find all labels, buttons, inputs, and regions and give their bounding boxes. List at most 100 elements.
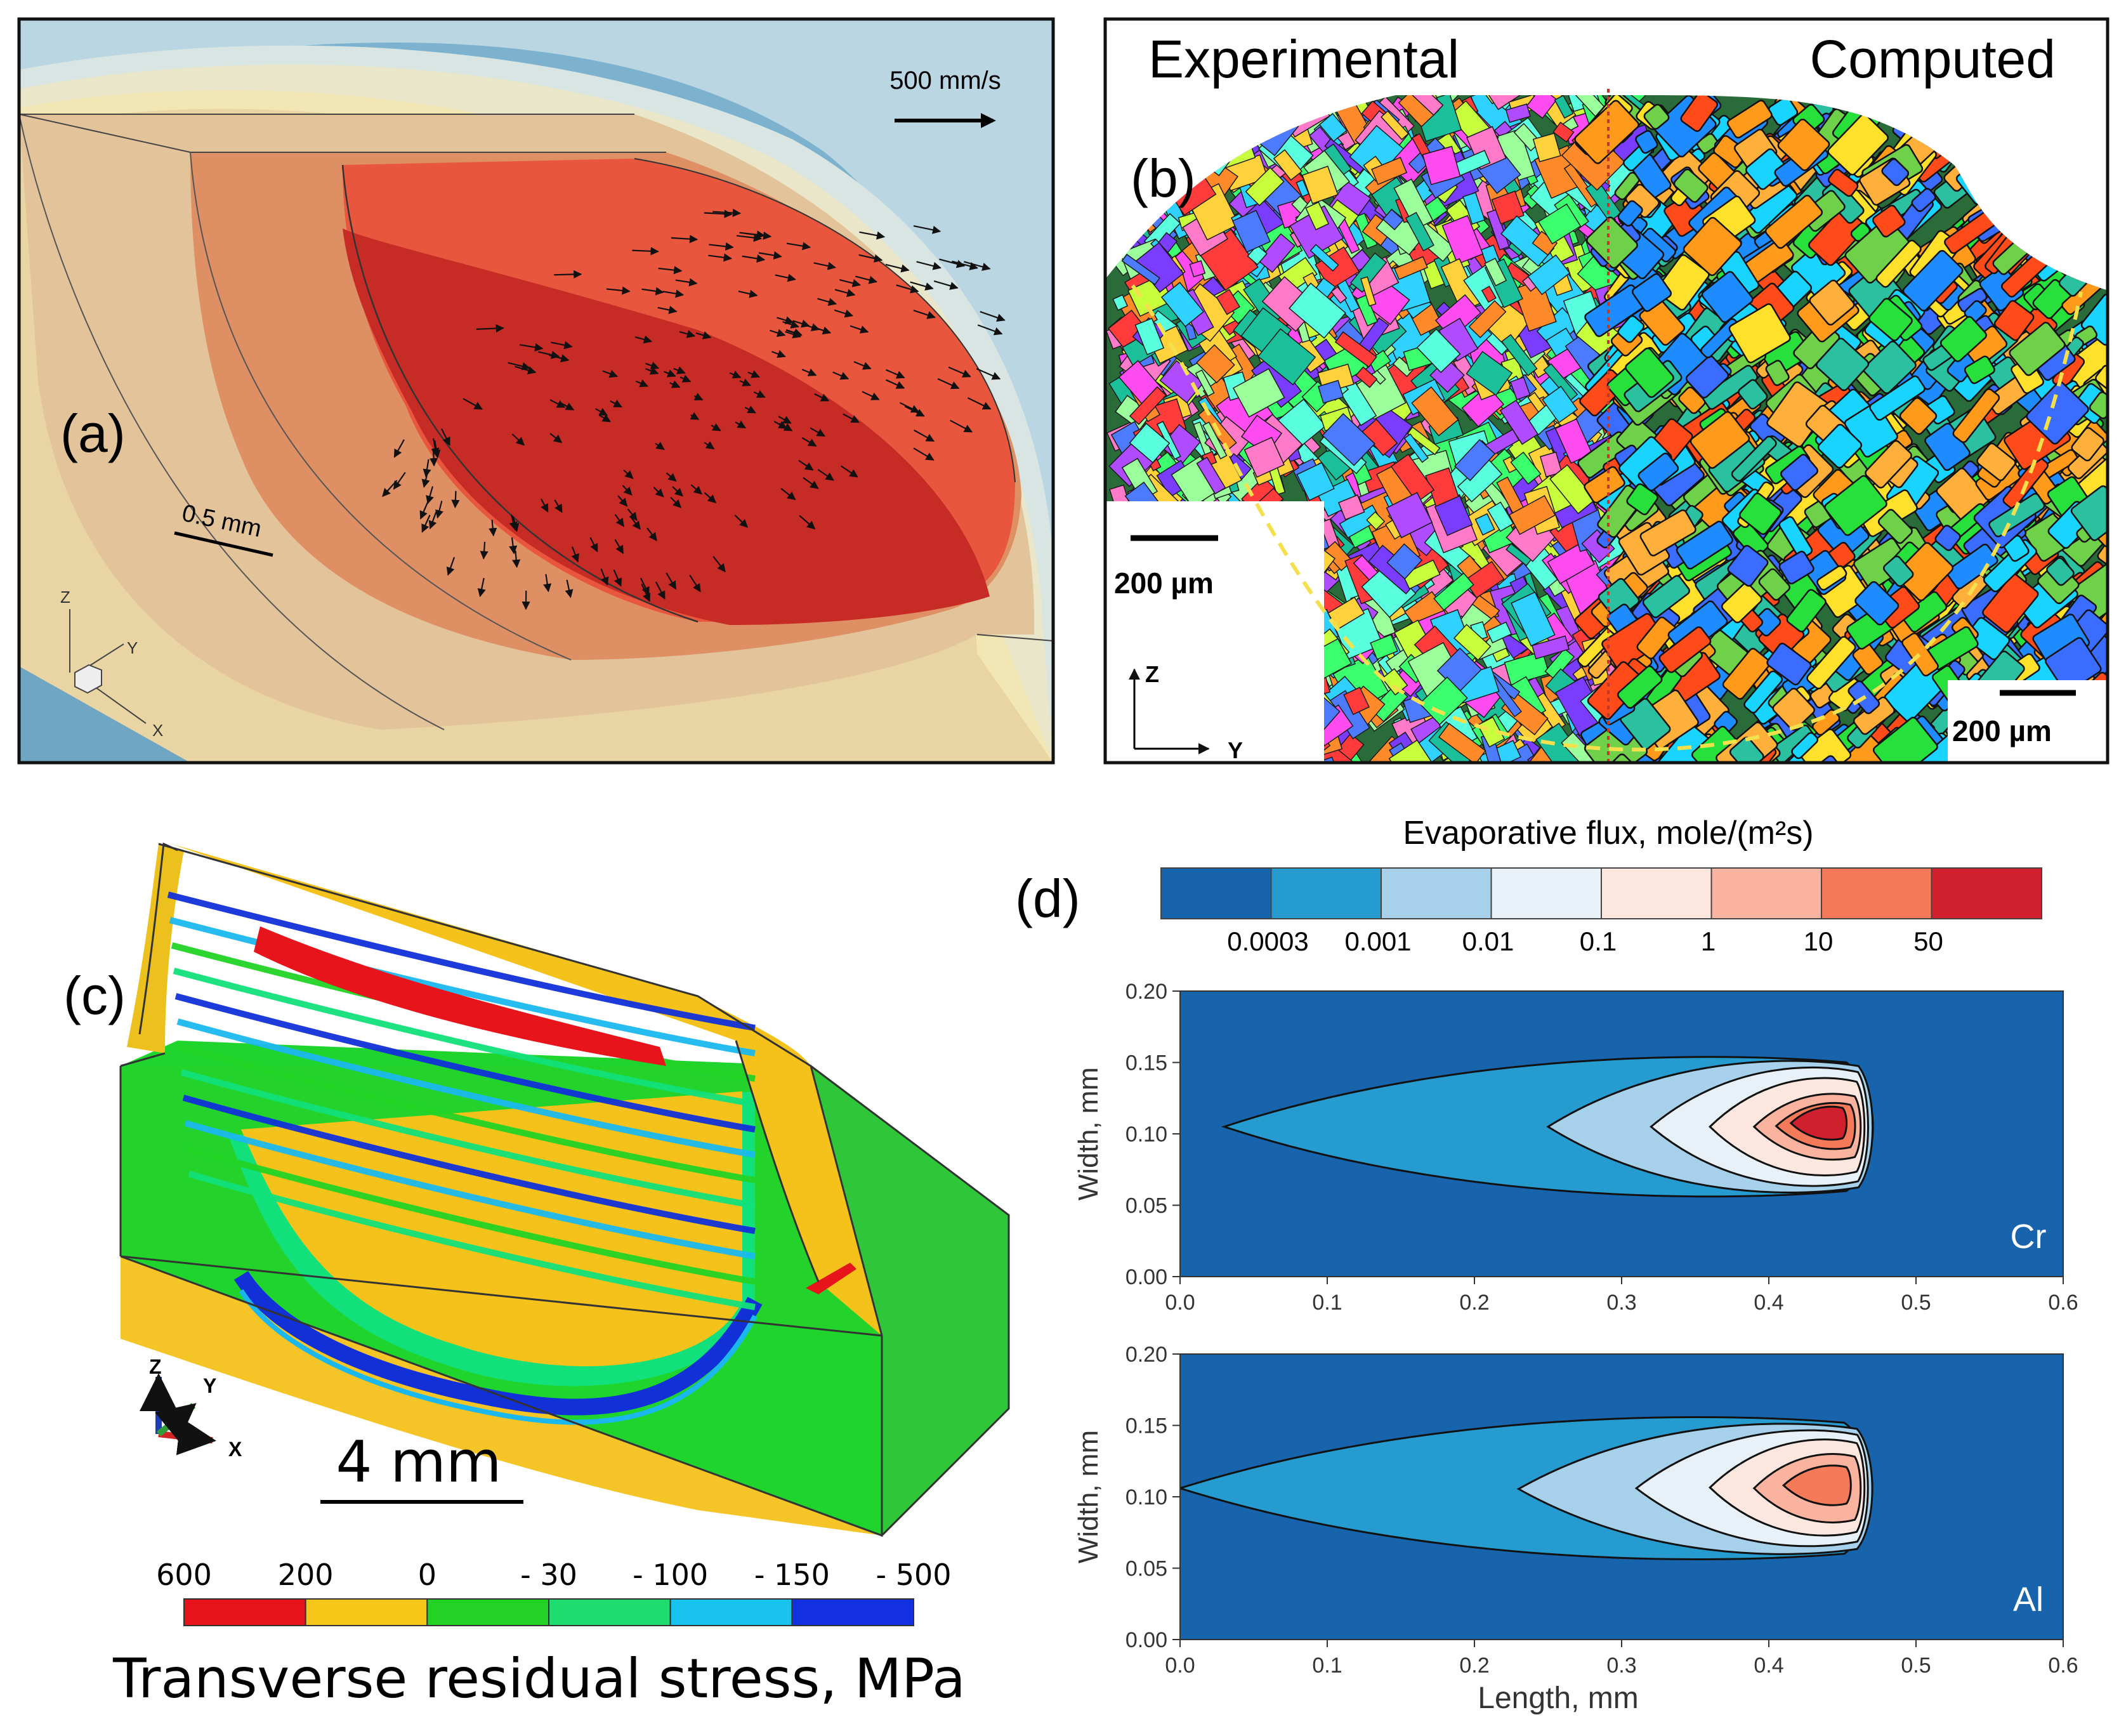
- velocity-vector: [744, 405, 756, 414]
- x-tick-label: 0.0: [1165, 1654, 1195, 1678]
- velocity-vector: [753, 390, 766, 398]
- grain-map: [1105, 95, 2108, 825]
- colorbar-swatch: [548, 1598, 671, 1626]
- velocity-vector: [614, 539, 624, 555]
- grain: [1296, 179, 1309, 197]
- grain: [1870, 766, 1924, 819]
- colorbar-tick-label: - 30: [520, 1558, 577, 1592]
- velocity-vector: [858, 254, 883, 263]
- velocity-vector: [419, 501, 429, 520]
- colorbar-swatch: [426, 1598, 549, 1626]
- velocity-vector: [549, 433, 563, 444]
- velocity-vector: [543, 574, 552, 593]
- chart-al: 0.0 0.1 0.2 0.3 0.4 0.5 0.6 0.00 0.05 0.10 0.15 0.2…: [1073, 1343, 2078, 1715]
- velocity-vector: [641, 287, 664, 296]
- grain: [1798, 760, 1837, 763]
- axis-x-label-c: X: [228, 1438, 242, 1461]
- chart-cr: 0.0 0.1 0.2 0.3 0.4 0.5 0.6 0.00 0.05 0.10 0.15 0.2…: [1073, 980, 2078, 1315]
- velocity-vector: [675, 278, 698, 287]
- velocity-vector: [758, 251, 782, 260]
- velocity-vector: [645, 362, 660, 370]
- velocity-vector: [855, 275, 878, 284]
- velocity-vector: [508, 362, 531, 371]
- velocity-vector: [393, 439, 405, 458]
- colorbar-swatch: [1710, 867, 1822, 919]
- colorbar-swatch: [1490, 867, 1602, 919]
- grain: [1972, 760, 2004, 763]
- velocity-vector: [690, 484, 702, 495]
- grain: [1596, 765, 1643, 801]
- velocity-vector: [798, 459, 814, 471]
- velocity-vector: [712, 556, 726, 572]
- axis-triad-a: [69, 609, 147, 724]
- panel-c: (c) Z Y X 4 mm: [63, 842, 1010, 1711]
- colorbar-tick-label: 0.1: [1580, 926, 1617, 956]
- velocity-vector: [695, 331, 712, 339]
- y-tick-label: 0.10: [1125, 1122, 1167, 1147]
- velocity-vector: [913, 310, 936, 319]
- velocity-vector: [916, 261, 942, 270]
- velocity-vector: [559, 402, 575, 411]
- velocity-vector: [834, 289, 856, 298]
- panel-b: Experimental Computed (b) 200 µm 200 µm …: [1103, 17, 2110, 825]
- velocity-vector: [519, 343, 544, 352]
- axis-y-label-a: Y: [127, 638, 138, 657]
- velocity-vector: [939, 258, 966, 268]
- colorbar-tick-label: 10: [1804, 926, 1834, 956]
- velocity-vector: [634, 335, 653, 344]
- velocity-vector: [426, 486, 434, 504]
- panel-a-label: (a): [60, 404, 126, 463]
- velocity-vector: [782, 320, 799, 329]
- velocity-vector: [977, 324, 1003, 336]
- velocity-vector: [600, 568, 609, 586]
- velocity-vector: [704, 209, 733, 218]
- grain: [1934, 766, 1985, 825]
- velocity-vector: [632, 247, 659, 256]
- velocity-vector: [679, 374, 692, 383]
- velocity-vector: [704, 441, 715, 450]
- grain: [1787, 760, 1817, 763]
- velocity-vector: [976, 368, 1001, 380]
- axis-z-label-a: Z: [60, 588, 70, 607]
- y-tick-label: 0.00: [1125, 1628, 1167, 1652]
- velocity-vector: [635, 379, 648, 388]
- grain: [1159, 360, 1204, 404]
- x-tick-label: 0.6: [2048, 1654, 2078, 1678]
- colorbar-tick-label: - 500: [876, 1558, 951, 1592]
- velocity-vector: [646, 527, 657, 541]
- velocity-vector: [554, 499, 563, 513]
- flux-colorbar: 0.0003 0.001 0.01 0.1 1 10 50: [1160, 867, 2042, 956]
- velocity-vector: [595, 407, 608, 416]
- velocity-vector: [843, 413, 860, 423]
- grain: [1633, 761, 1686, 763]
- x-tick-label: 0.1: [1312, 1291, 1342, 1315]
- axis-z-label-b: Z: [1145, 661, 1159, 687]
- velocity-vector: [770, 329, 786, 337]
- velocity-vector: [666, 572, 677, 590]
- velocity-vector: [693, 393, 704, 401]
- velocity-vector: [885, 369, 905, 379]
- scale-bar-b-left-label: 200 µm: [1114, 567, 1214, 600]
- velocity-vector: [655, 581, 666, 600]
- x-tick-label: 0.3: [1606, 1654, 1636, 1678]
- velocity-vector: [711, 423, 721, 431]
- colorbar-tick-label: - 100: [633, 1558, 708, 1592]
- velocity-vector: [968, 397, 992, 410]
- velocity-vector: [817, 469, 834, 481]
- melt-pool-render: [19, 19, 1053, 763]
- y-tick-label: 0.15: [1125, 1414, 1167, 1438]
- velocity-vector: [432, 440, 441, 459]
- velocity-vector: [441, 428, 450, 446]
- y-tick-label: 0.20: [1125, 980, 1167, 1004]
- y-tick-label: 0.10: [1125, 1485, 1167, 1509]
- colorbar-swatch: [1821, 867, 1932, 919]
- velocity-vector: [980, 311, 1006, 322]
- grain: [1987, 757, 2052, 763]
- velocity-vector: [832, 371, 850, 380]
- velocity-vector: [914, 430, 935, 442]
- velocity-vector: [606, 286, 631, 295]
- axis-x-label-a: X: [152, 721, 163, 740]
- velocity-vector: [859, 231, 886, 240]
- velocity-vector: [623, 469, 634, 479]
